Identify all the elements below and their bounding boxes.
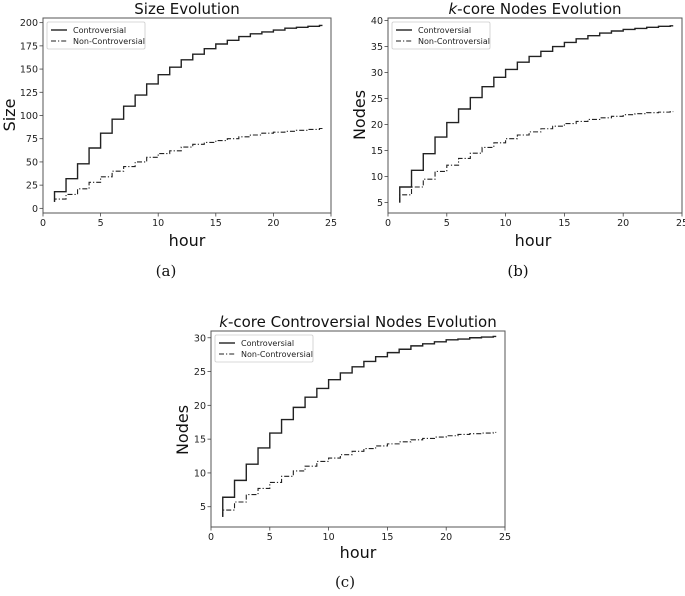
x-axis-ticks: 0 5 10 15 20 25 <box>208 527 511 543</box>
y-tick-label: 100 <box>20 111 38 122</box>
y-axis-label: Size <box>0 99 19 132</box>
x-tick-label: 20 <box>267 218 279 229</box>
x-tick-label: 15 <box>381 532 393 543</box>
legend-entry-label: Non-Controversial <box>73 37 145 46</box>
legend-frame <box>46 21 146 50</box>
chart-panel-c: k-core Controversial Nodes Evolution 0 5 1… <box>173 313 511 591</box>
y-tick-label: 150 <box>20 65 38 76</box>
x-tick-label: 10 <box>323 532 335 543</box>
y-axis-label: Nodes <box>173 405 192 455</box>
plot-area <box>387 17 683 214</box>
y-axis-ticks: 5 10 15 20 25 30 35 40 <box>371 16 388 209</box>
x-axis-label: hour <box>515 231 552 250</box>
subfigure-caption: (c) <box>335 573 355 591</box>
y-tick-label: 200 <box>20 18 38 29</box>
x-tick-label: 15 <box>210 218 222 229</box>
series-lines <box>222 335 497 517</box>
legend-frame <box>391 21 491 50</box>
y-tick-label: 40 <box>371 16 383 27</box>
y-tick-label: 50 <box>26 157 38 168</box>
chart-title: Size Evolution <box>134 0 240 18</box>
y-tick-label: 25 <box>371 94 383 105</box>
legend-entry-label: Non-Controversial <box>241 350 313 359</box>
x-tick-label: 0 <box>208 532 214 543</box>
y-axis-ticks: 0 25 50 75 100 125 150 175 200 <box>20 18 43 215</box>
y-tick-label: 175 <box>20 41 38 52</box>
y-tick-label: 20 <box>371 120 383 131</box>
x-tick-label: 15 <box>558 218 570 229</box>
x-axis-ticks: 0 5 10 15 20 25 <box>385 213 685 229</box>
legend-entry-label: Non-Controversial <box>418 37 490 46</box>
y-tick-label: 125 <box>20 88 38 99</box>
y-tick-label: 10 <box>194 468 206 479</box>
y-tick-label: 30 <box>371 68 383 79</box>
x-tick-label: 5 <box>98 218 104 229</box>
series-non-controversial <box>222 431 497 517</box>
x-tick-label: 0 <box>40 218 46 229</box>
y-tick-label: 10 <box>371 172 383 183</box>
chart-panel-a: Size Evolution 0 5 10 15 20 25 0 25 50 75 100 125 1… <box>0 0 337 280</box>
x-axis-ticks: 0 5 10 15 20 25 <box>40 213 337 229</box>
legend: Controversial Non-Controversial <box>214 334 314 363</box>
x-tick-label: 5 <box>444 218 450 229</box>
y-tick-label: 30 <box>194 333 206 344</box>
y-tick-label: 5 <box>200 502 206 513</box>
series-non-controversial <box>399 111 674 203</box>
y-tick-label: 5 <box>377 198 383 209</box>
subfigure-caption: (a) <box>156 262 177 280</box>
x-tick-label: 25 <box>325 218 337 229</box>
plot-area <box>210 330 506 528</box>
legend-entry-label: Controversial <box>241 339 294 348</box>
x-tick-label: 0 <box>385 218 391 229</box>
chart-title: k-core Nodes Evolution <box>448 0 621 18</box>
chart-title: k-core Controversial Nodes Evolution <box>219 313 496 331</box>
series-non-controversial <box>53 127 323 202</box>
y-tick-label: 20 <box>194 401 206 412</box>
x-axis-label: hour <box>169 231 206 250</box>
x-axis-label: hour <box>340 543 377 562</box>
series-controversial <box>222 335 497 517</box>
x-tick-label: 20 <box>440 532 452 543</box>
y-axis-label: Nodes <box>350 90 369 140</box>
y-tick-label: 15 <box>194 435 206 446</box>
y-tick-label: 15 <box>371 146 383 157</box>
series-controversial <box>53 24 323 202</box>
x-tick-label: 25 <box>499 532 511 543</box>
subfigure-caption: (b) <box>507 262 528 280</box>
plot-area <box>42 17 332 214</box>
x-tick-label: 5 <box>267 532 273 543</box>
x-tick-label: 10 <box>152 218 164 229</box>
legend: Controversial Non-Controversial <box>391 21 491 50</box>
y-tick-label: 35 <box>371 42 383 53</box>
legend: Controversial Non-Controversial <box>46 21 146 50</box>
legend-entry-label: Controversial <box>73 26 126 35</box>
x-tick-label: 20 <box>617 218 629 229</box>
series-lines <box>53 24 323 202</box>
y-axis-ticks: 5 10 15 20 25 30 <box>194 333 211 513</box>
y-tick-label: 25 <box>26 181 38 192</box>
series-controversial <box>399 25 674 203</box>
series-lines <box>399 25 674 203</box>
x-tick-label: 25 <box>676 218 685 229</box>
y-tick-label: 0 <box>32 204 38 215</box>
x-tick-label: 10 <box>500 218 512 229</box>
legend-entry-label: Controversial <box>418 26 471 35</box>
legend-frame <box>214 334 314 363</box>
y-tick-label: 25 <box>194 367 206 378</box>
y-tick-label: 75 <box>26 134 38 145</box>
